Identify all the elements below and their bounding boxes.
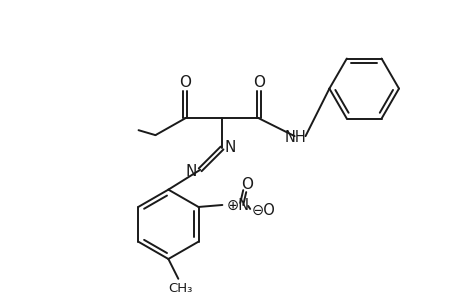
Text: CH₃: CH₃ — [168, 282, 192, 295]
Text: N: N — [185, 164, 196, 179]
Text: O: O — [252, 75, 264, 90]
Text: NH: NH — [284, 130, 306, 145]
Text: N: N — [224, 140, 235, 154]
Text: O: O — [179, 75, 191, 90]
Text: ⊕N: ⊕N — [226, 197, 249, 212]
Text: ⊖O: ⊖O — [252, 202, 275, 217]
Text: O: O — [241, 177, 252, 192]
